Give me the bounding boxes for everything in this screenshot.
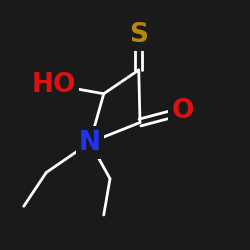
Text: HO: HO [32,72,76,98]
Text: N: N [79,130,101,156]
Text: S: S [129,22,148,48]
Text: O: O [171,98,194,124]
